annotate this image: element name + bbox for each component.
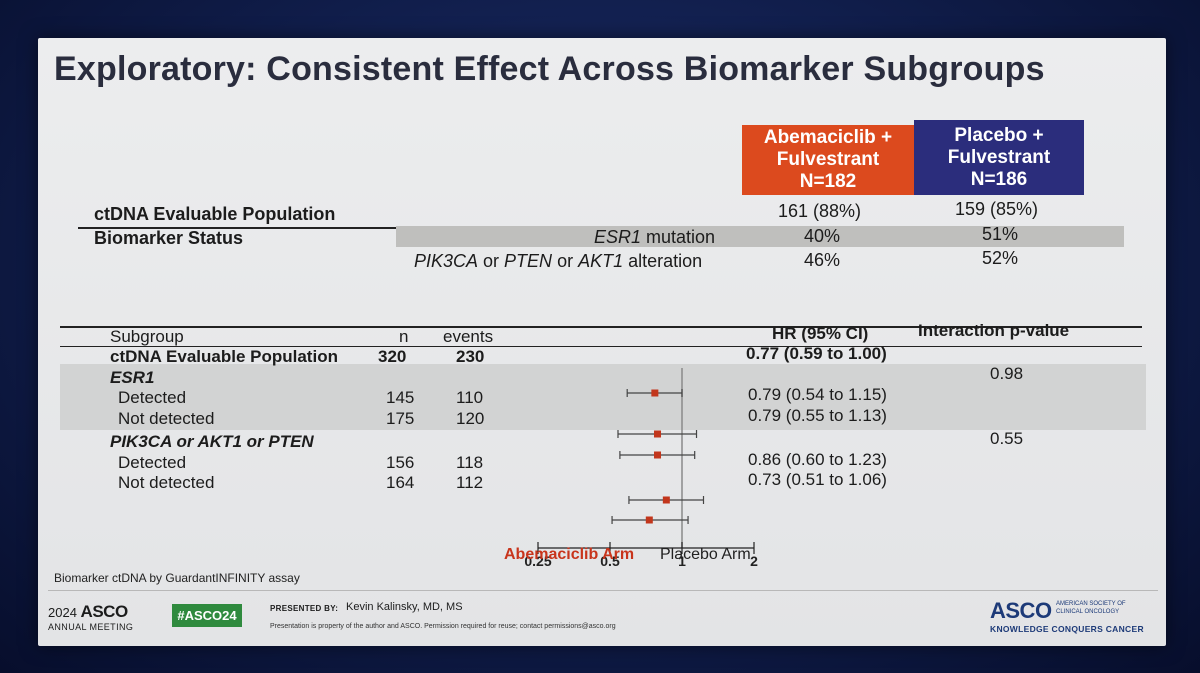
- esr1-interaction-p: 0.98: [990, 364, 1024, 383]
- presented-by-label: PRESENTED BY:: [270, 604, 339, 613]
- row-pik-detected-label: Detected: [118, 453, 187, 472]
- events-header: events: [443, 327, 494, 346]
- esr1-abema-value: 40%: [804, 226, 841, 246]
- evaluable-placebo-value: 159 (85%): [955, 199, 1039, 219]
- forest-top-rule: [60, 326, 1142, 328]
- row-pik-notdetected-hr: 0.73 (0.51 to 1.06): [748, 470, 887, 489]
- row-pik-notdetected-events: 112: [456, 473, 484, 492]
- placebo-header-line1: Placebo +: [954, 124, 1044, 146]
- abema-header-line2: Fulvestrant: [776, 149, 880, 170]
- pten-gene: PTEN: [504, 251, 553, 271]
- row-esr1-detected-label: Detected: [118, 388, 187, 407]
- subgroup-header: Subgroup: [110, 327, 184, 346]
- pik3ca-gene: PIK3CA: [414, 251, 479, 271]
- tagline: KNOWLEDGE CONQUERS CANCER: [990, 624, 1144, 634]
- row-esr1-notdetected-events: 120: [456, 409, 485, 428]
- row-pik-detected-n: 156: [386, 453, 415, 472]
- asco-annual-meeting-logo: 2024 ASCO ANNUAL MEETING: [48, 602, 148, 632]
- esr1-mutation-suffix: mutation: [641, 227, 716, 247]
- x-tick-label-1: 0.5: [600, 553, 620, 568]
- row-esr1-detected-events: 110: [456, 388, 484, 407]
- footnote: Biomarker ctDNA by GuardantINFINITY assa…: [54, 571, 300, 585]
- abemaciclib-arm-label: Abemaciclib Arm: [504, 546, 635, 563]
- hr-point-row-6: [645, 516, 653, 524]
- row-pik-label: PIK3CA or AKT1 or PTEN: [110, 432, 314, 451]
- hr-point-row-5: [662, 496, 670, 504]
- row-pik-detected-hr: 0.86 (0.60 to 1.23): [748, 450, 887, 469]
- row-pik-notdetected-n: 164: [386, 473, 415, 492]
- esr1-row-shading: [396, 226, 1124, 247]
- row-esr1-label: ESR1: [110, 368, 155, 387]
- pik-or-1: or: [478, 251, 505, 271]
- pik-alteration-suffix: alteration: [623, 251, 703, 271]
- row-pik-notdetected-label: Not detected: [118, 473, 215, 492]
- asco-society-logo: ASCO AMERICAN SOCIETY OF CLINICAL ONCOLO…: [990, 598, 1158, 638]
- esr1-placebo-value: 51%: [982, 224, 1019, 244]
- esr1-gene: ESR1: [594, 227, 642, 247]
- property-note: Presentation is property of the author a…: [270, 623, 616, 630]
- forest-header-rule: [60, 346, 1142, 347]
- placebo-header-line3: N=186: [970, 168, 1028, 190]
- hashtag-badge: #ASCO24: [172, 604, 242, 627]
- x-tick-label-2: 1: [678, 553, 686, 568]
- row-pik-detected-events: 118: [456, 453, 484, 472]
- abema-header-line3: N=182: [799, 171, 857, 192]
- asco-logo-text: ASCO: [990, 598, 1052, 623]
- placebo-arm-label: Placebo Arm: [660, 546, 751, 563]
- evaluable-population-label: ctDNA Evaluable Population: [94, 204, 336, 224]
- x-axis-ticks: 0.25 0.5 1 2: [524, 542, 758, 568]
- pik-interaction-p: 0.55: [990, 429, 1024, 448]
- pik-placebo-value: 52%: [982, 248, 1019, 268]
- row-evaluable-hr: 0.77 (0.59 to 1.00): [746, 344, 887, 363]
- esr1-block-shading: [60, 364, 1146, 430]
- pik-or-2: or: [552, 251, 579, 271]
- meeting-asco: ASCO: [80, 602, 129, 621]
- row-evaluable-n: 320: [378, 347, 407, 366]
- biomarker-status-label: Biomarker Status: [94, 228, 244, 248]
- society-line-2: CLINICAL ONCOLOGY: [1056, 609, 1120, 615]
- interaction-header: Interaction p-value: [918, 321, 1070, 340]
- akt1-gene: AKT1: [578, 251, 624, 271]
- hr-point-row-2: [654, 430, 662, 438]
- abema-header-line1: Abemaciclib +: [763, 127, 893, 148]
- forest-plot: 0.25 0.5 1 2: [524, 368, 758, 568]
- placebo-header-line2: Fulvestrant: [947, 146, 1051, 168]
- row-esr1-notdetected-label: Not detected: [118, 409, 215, 428]
- footer-rule: [48, 590, 1158, 591]
- pik-alteration-label: PIK3CA or PTEN or AKT1 alteration: [414, 251, 702, 272]
- hr-point-row-0: [651, 389, 659, 397]
- placebo-arm-header: Placebo + Fulvestrant N=186: [914, 120, 1084, 195]
- abemaciclib-arm-header: Abemaciclib + Fulvestrant N=182: [742, 125, 914, 195]
- slide: Exploratory: Consistent Effect Across Bi…: [38, 38, 1166, 646]
- annual-meeting-text: ANNUAL MEETING: [48, 622, 134, 632]
- row-esr1-detected-n: 145: [386, 388, 415, 407]
- evaluable-abema-value: 161 (88%): [778, 201, 862, 221]
- pik-abema-value: 46%: [804, 250, 841, 270]
- esr1-mutation-label: ESR1 mutation: [594, 227, 715, 248]
- row-esr1-notdetected-n: 175: [386, 409, 415, 428]
- row-evaluable-events: 230: [456, 347, 485, 366]
- meeting-year: 2024: [48, 605, 77, 620]
- hr-header: HR (95% CI): [772, 324, 869, 343]
- row-esr1-detected-hr: 0.79 (0.54 to 1.15): [748, 385, 887, 404]
- row-esr1-notdetected-hr: 0.79 (0.55 to 1.13): [748, 406, 887, 425]
- row-evaluable-label: ctDNA Evaluable Population: [110, 347, 338, 366]
- presenter-name: Kevin Kalinsky, MD, MS: [346, 601, 463, 613]
- hashtag-text: #ASCO24: [177, 608, 237, 623]
- society-line-1: AMERICAN SOCIETY OF: [1056, 601, 1126, 607]
- hr-point-row-3: [654, 451, 662, 459]
- x-tick-label-3: 2: [750, 553, 758, 568]
- slide-title: Exploratory: Consistent Effect Across Bi…: [54, 50, 1045, 88]
- x-tick-label-0: 0.25: [524, 553, 551, 568]
- n-header: n: [399, 327, 409, 346]
- confidence-intervals: [611, 389, 705, 524]
